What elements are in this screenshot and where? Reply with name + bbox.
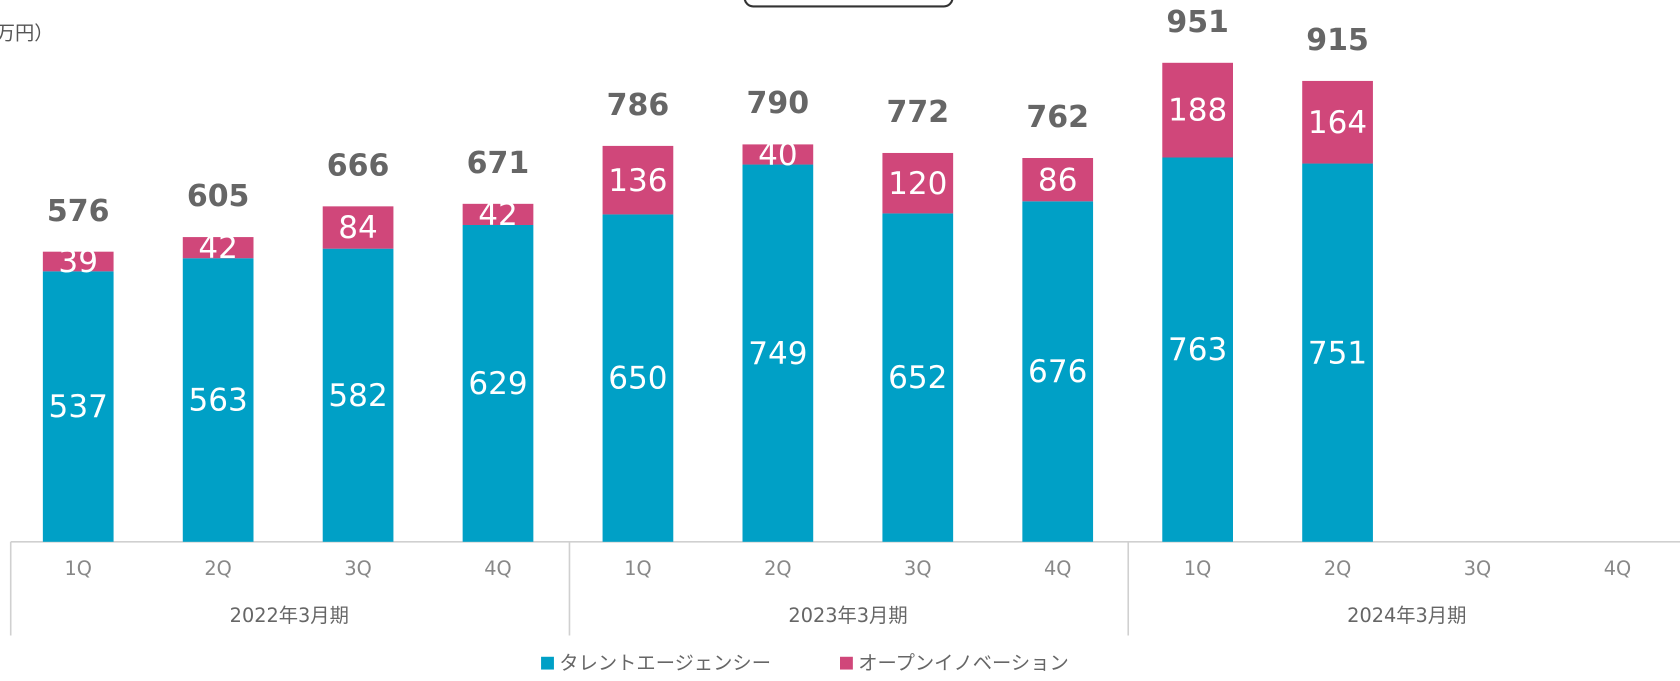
- value-label: 751: [1308, 335, 1367, 371]
- total-label: 762: [1026, 100, 1089, 135]
- x-tick-label: 2Q: [764, 557, 791, 580]
- total-label: 772: [886, 95, 949, 130]
- bar-segment: [1022, 201, 1094, 542]
- bar-segment: [742, 144, 814, 165]
- x-tick-label: 3Q: [904, 557, 931, 580]
- value-label: 39: [58, 244, 98, 280]
- bar-segment: [602, 145, 674, 215]
- x-tick-label: 1Q: [64, 557, 91, 580]
- bar-segment: [742, 164, 814, 542]
- bar-segment: [1162, 157, 1233, 542]
- legend-swatch: [840, 656, 853, 670]
- value-label: 537: [49, 389, 108, 425]
- bar-segment: [1302, 80, 1373, 164]
- x-tick-label: 3Q: [1464, 557, 1491, 580]
- value-label: 42: [478, 197, 518, 233]
- total-label: 790: [747, 86, 810, 121]
- bar-segment: [182, 237, 254, 259]
- group-label: 2023年3月期: [788, 604, 907, 627]
- value-label: 86: [1038, 162, 1078, 198]
- value-label: 652: [888, 360, 947, 396]
- bar-segment: [42, 251, 114, 272]
- group-label: 2022年3月期: [230, 604, 349, 627]
- legend-label: タレントエージェンシー: [559, 652, 771, 675]
- bar-segment: [462, 224, 534, 542]
- x-tick-label: 3Q: [344, 557, 371, 580]
- value-label: 650: [608, 361, 667, 397]
- bar-segment: [182, 258, 254, 542]
- frame-box: [743, 0, 954, 8]
- value-label: 164: [1308, 105, 1367, 141]
- x-tick-label: 4Q: [1604, 557, 1631, 580]
- legend-swatch: [541, 656, 554, 670]
- bar-segment: [1162, 62, 1233, 158]
- total-label: 576: [47, 194, 110, 229]
- total-label: 786: [607, 88, 670, 123]
- bar-segment: [602, 214, 674, 542]
- bar-segment: [462, 203, 534, 225]
- total-label: 915: [1306, 23, 1369, 58]
- value-label: 629: [468, 366, 527, 402]
- value-label: 763: [1168, 332, 1227, 368]
- legend-label: オープンイノベーション: [858, 652, 1069, 675]
- value-label: 120: [888, 166, 947, 202]
- bar-segment: [882, 152, 954, 214]
- x-tick-label: 2Q: [204, 557, 231, 580]
- value-label: 40: [758, 137, 798, 173]
- bar-segment: [1302, 163, 1373, 542]
- bar-segment: [322, 206, 394, 249]
- value-label: 676: [1028, 354, 1087, 390]
- x-tick-label: 2Q: [1324, 557, 1351, 580]
- value-label: 42: [198, 230, 238, 266]
- value-label: 582: [328, 378, 387, 414]
- x-tick-label: 4Q: [1044, 557, 1071, 580]
- value-label: 563: [188, 383, 247, 419]
- bar-segment: [322, 248, 394, 542]
- x-tick-label: 1Q: [624, 557, 651, 580]
- x-tick-label: 1Q: [1184, 557, 1211, 580]
- value-label: 749: [748, 336, 807, 372]
- value-label: 136: [608, 163, 667, 199]
- value-label: 188: [1168, 93, 1227, 129]
- bar-segment: [1022, 158, 1094, 202]
- x-tick-label: 4Q: [484, 557, 511, 580]
- total-label: 605: [187, 179, 250, 214]
- bar-segment: [42, 271, 114, 542]
- total-label: 671: [467, 146, 530, 181]
- total-label: 666: [327, 149, 390, 184]
- total-label: 951: [1166, 5, 1229, 40]
- bar-segment: [882, 213, 954, 542]
- unit-label: 万円）: [0, 22, 54, 45]
- value-label: 84: [338, 210, 378, 246]
- group-label: 2024年3月期: [1347, 604, 1466, 627]
